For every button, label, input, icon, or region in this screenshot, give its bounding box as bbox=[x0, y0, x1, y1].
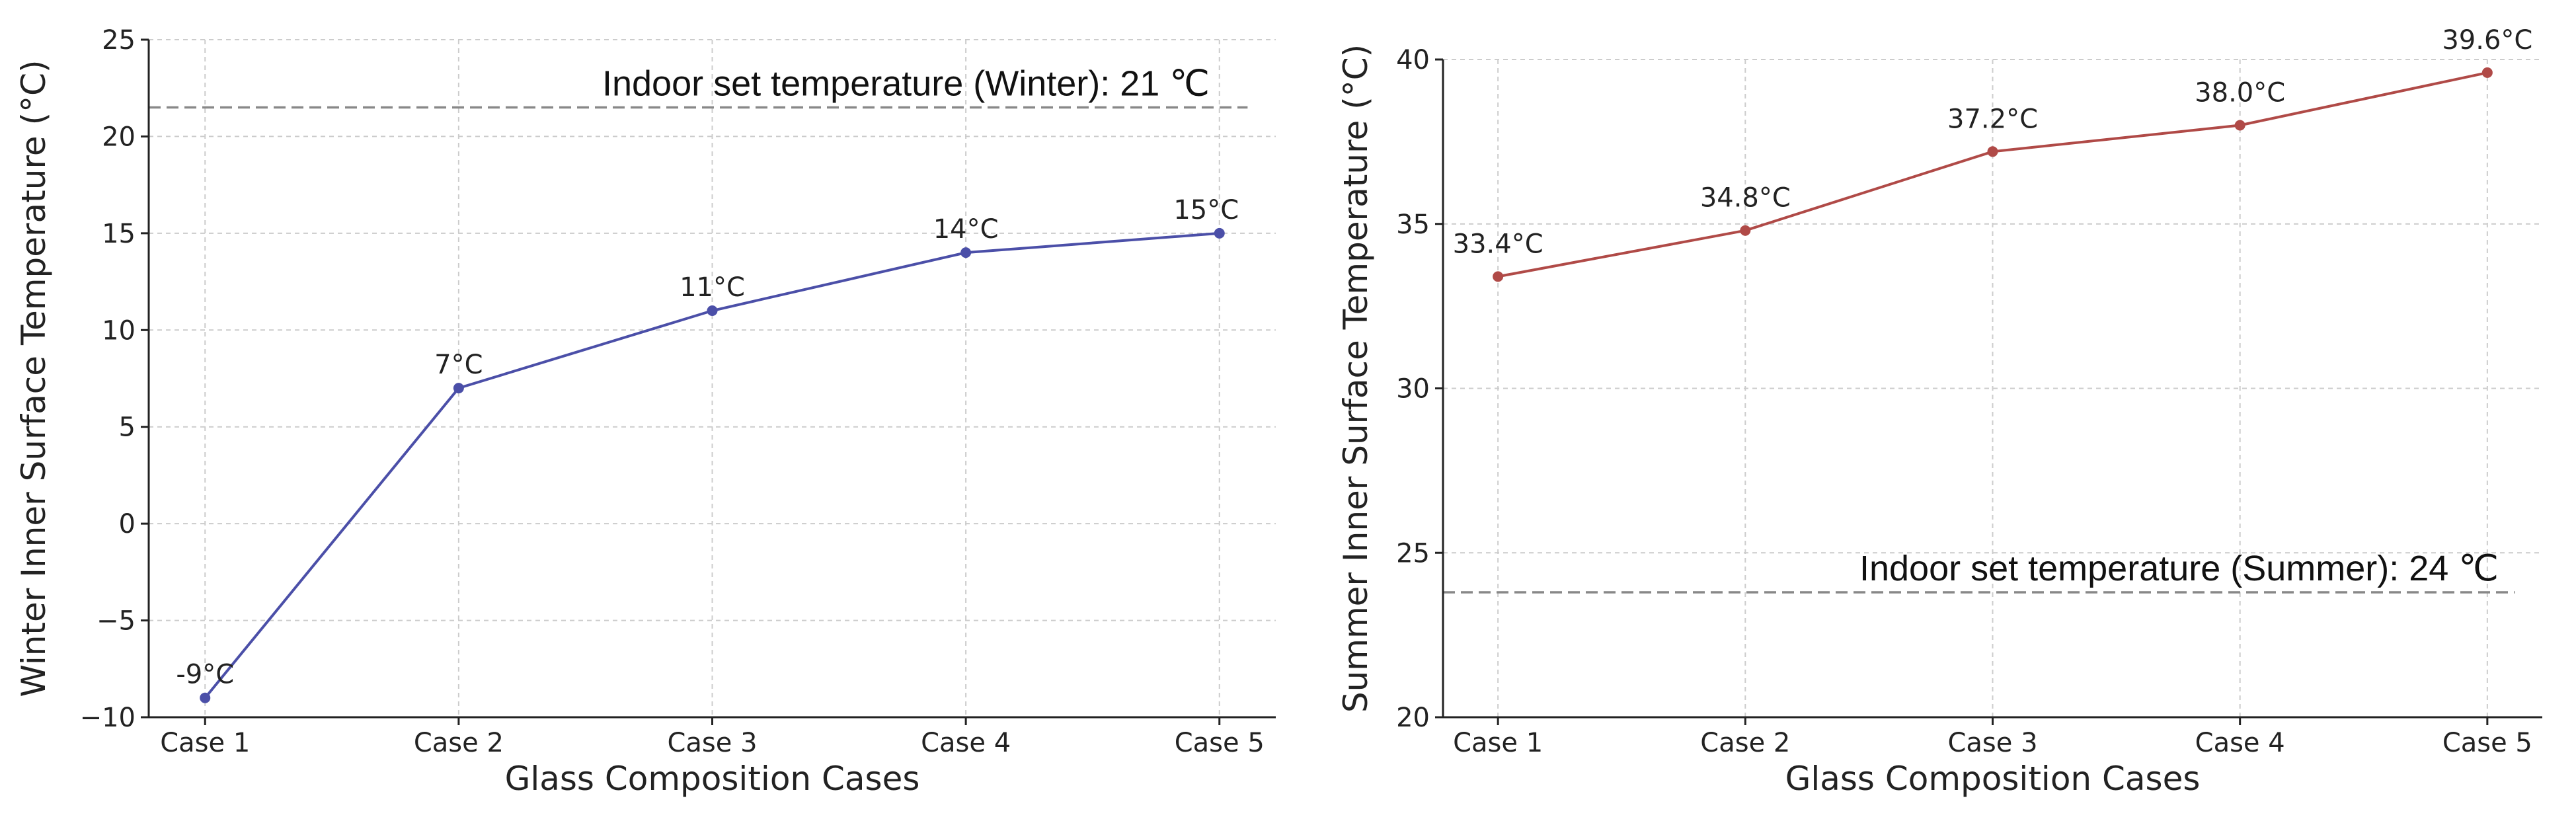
winter-data-label-3: 14°C bbox=[933, 214, 999, 245]
winter-x-tick-label-1: Case 2 bbox=[414, 728, 504, 758]
summer-series: 33.4°C 34.8°C 37.2°C 38.0°C 39.6°C bbox=[1453, 25, 2532, 282]
winter-y-axis-label: Winter Inner Surface Temperature (°C) bbox=[15, 60, 53, 697]
summer-x-tick-label-4: Case 5 bbox=[2442, 728, 2532, 758]
winter-y-tick-label-2: 0 bbox=[119, 509, 136, 539]
summer-data-point-0 bbox=[1493, 271, 1504, 282]
winter-y-tick-label-3: 5 bbox=[119, 412, 136, 443]
winter-data-label-2: 11°C bbox=[680, 272, 745, 303]
winter-series: -9°C 7°C 11°C 14°C 15°C bbox=[176, 195, 1239, 703]
summer-chart: Indoor set temperature (Summer): 24 ℃ 20… bbox=[1337, 25, 2542, 798]
winter-y-tick-label-4: 10 bbox=[102, 315, 136, 346]
summer-data-label-1: 34.8°C bbox=[1700, 183, 1791, 214]
winter-data-point-2 bbox=[707, 305, 718, 316]
summer-data-label-3: 38.0°C bbox=[2195, 78, 2285, 108]
winter-y-tick-label-0: −10 bbox=[80, 703, 136, 733]
summer-y-tick-label-2: 30 bbox=[1396, 374, 1430, 405]
winter-x-tick-label-2: Case 3 bbox=[667, 728, 757, 758]
winter-grid bbox=[149, 39, 1276, 718]
winter-chart: Indoor set temperature (Winter): 21 ℃ −1… bbox=[15, 25, 1276, 798]
summer-data-point-4 bbox=[2481, 67, 2493, 78]
summer-data-label-0: 33.4°C bbox=[1453, 229, 1543, 259]
winter-y-tick-label-1: −5 bbox=[97, 606, 136, 637]
summer-axes: 20 25 30 35 40 Case 1 Case 2 Case 3 Case 4 Case 5 bbox=[1396, 45, 2542, 758]
winter-data-label-1: 7°C bbox=[434, 350, 483, 380]
summer-y-tick-label-3: 35 bbox=[1396, 210, 1430, 240]
summer-y-axis-label: Summer Inner Surface Temperature (°C) bbox=[1337, 44, 1375, 713]
winter-data-point-1 bbox=[453, 383, 464, 394]
winter-setpoint-label: Indoor set temperature (Winter): 21 ℃ bbox=[602, 64, 1210, 104]
winter-y-tick-label-5: 15 bbox=[102, 219, 136, 249]
summer-data-label-4: 39.6°C bbox=[2442, 25, 2532, 56]
summer-grid bbox=[1443, 59, 2542, 718]
winter-y-tick-label-6: 20 bbox=[102, 122, 136, 152]
summer-y-tick-label-4: 40 bbox=[1396, 45, 1430, 75]
summer-data-point-2 bbox=[1987, 146, 1998, 157]
summer-data-label-2: 37.2°C bbox=[1947, 104, 2038, 134]
winter-x-tick-label-3: Case 4 bbox=[921, 728, 1011, 758]
winter-axes: −10 −5 0 5 10 15 20 25 Case 1 Case 2 Case 3 Case 4 C… bbox=[80, 25, 1276, 758]
winter-data-label-4: 15°C bbox=[1173, 195, 1239, 225]
summer-y-tick-label-1: 25 bbox=[1396, 538, 1430, 568]
winter-data-label-0: -9°C bbox=[176, 660, 234, 690]
summer-setpoint-label: Indoor set temperature (Summer): 24 ℃ bbox=[1859, 549, 2499, 588]
winter-x-tick-label-4: Case 5 bbox=[1175, 728, 1265, 758]
summer-x-axis-label: Glass Composition Cases bbox=[1785, 760, 2201, 798]
winter-data-point-4 bbox=[1214, 227, 1225, 239]
summer-x-tick-label-0: Case 1 bbox=[1453, 728, 1543, 758]
winter-x-axis-label: Glass Composition Cases bbox=[505, 760, 920, 798]
winter-data-point-0 bbox=[200, 692, 211, 703]
summer-data-point-1 bbox=[1740, 225, 1751, 236]
summer-x-tick-label-3: Case 4 bbox=[2195, 728, 2285, 758]
summer-x-tick-label-1: Case 2 bbox=[1700, 728, 1790, 758]
summer-y-tick-label-0: 20 bbox=[1396, 703, 1430, 733]
winter-x-tick-label-0: Case 1 bbox=[160, 728, 250, 758]
summer-data-point-3 bbox=[2234, 120, 2245, 131]
winter-data-point-3 bbox=[960, 247, 972, 258]
winter-y-tick-label-7: 25 bbox=[102, 25, 136, 56]
summer-x-tick-label-2: Case 3 bbox=[1947, 728, 2037, 758]
